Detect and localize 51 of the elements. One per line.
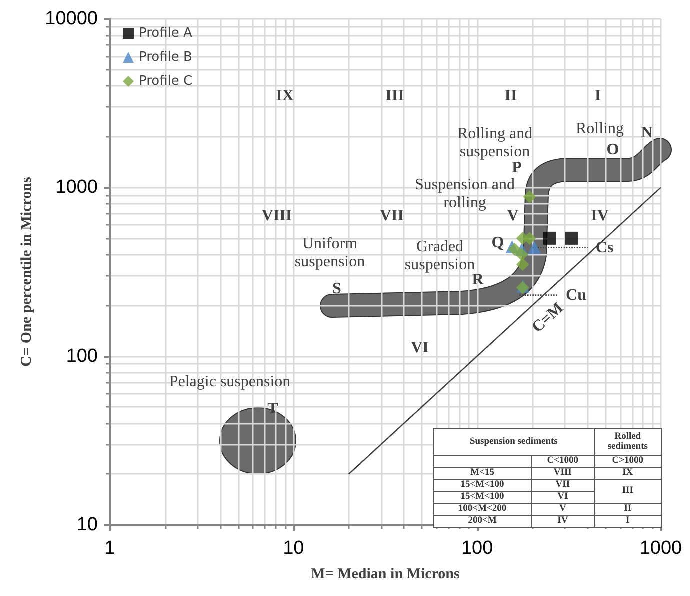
y-axis-title: C= One percentile in Microns bbox=[18, 177, 35, 367]
annotation: IV bbox=[532, 516, 594, 528]
annotation: VII bbox=[380, 208, 404, 224]
legend-label: Profile C bbox=[139, 74, 193, 89]
y-tick-label: 100 bbox=[66, 346, 98, 367]
x-axis-title: M= Median in Microns bbox=[311, 566, 460, 582]
annotation: Rolling and suspension bbox=[457, 126, 533, 160]
annotation: C>1000 bbox=[594, 456, 662, 468]
y-tick-label: 10 bbox=[76, 514, 98, 536]
annotation: IX bbox=[276, 88, 294, 104]
annotation: Uniform suspension bbox=[294, 236, 366, 270]
annotation: Q bbox=[492, 234, 504, 252]
annotation: 100<M<200 bbox=[434, 504, 532, 516]
x-tick-label: 100 bbox=[461, 538, 494, 559]
annotation: 200<M bbox=[434, 516, 532, 528]
annotation: V bbox=[532, 504, 594, 516]
annotation: VI bbox=[411, 340, 429, 356]
legend-label: Profile B bbox=[139, 50, 192, 65]
x-tick-label: 1000 bbox=[640, 538, 682, 559]
x-tick-label: 1 bbox=[104, 538, 116, 559]
legend-label: Profile A bbox=[139, 26, 193, 41]
annotation: II bbox=[504, 88, 518, 104]
y-tick-label: 1000 bbox=[56, 177, 98, 198]
y-tick-label: 10000 bbox=[45, 8, 98, 30]
x-tick-label: 10 bbox=[283, 538, 304, 559]
annotation: R bbox=[472, 272, 484, 288]
annotation: C<1000 bbox=[532, 456, 594, 468]
annotation: Graded suspension bbox=[404, 238, 476, 274]
annotation: S bbox=[332, 280, 342, 298]
annotation: P bbox=[512, 160, 522, 176]
annotation: 15<M<100 bbox=[434, 480, 532, 492]
annotation: N bbox=[641, 124, 654, 142]
annotation: 15<M<100 bbox=[434, 492, 532, 504]
annotation: III bbox=[386, 88, 404, 104]
annotation: VIII bbox=[532, 468, 594, 480]
annotation: III bbox=[594, 480, 662, 504]
annotation: I bbox=[594, 516, 662, 528]
annotation: VII bbox=[532, 480, 594, 492]
annotation: VI bbox=[532, 492, 594, 504]
annotation: IV bbox=[591, 208, 610, 224]
annotation: Cu bbox=[566, 286, 587, 304]
annotation: Suspension sediments bbox=[434, 428, 594, 456]
annotation: VIII bbox=[262, 208, 292, 224]
annotation: O bbox=[606, 142, 620, 158]
annotation: Pelagic suspension bbox=[169, 374, 291, 390]
annotation: Rolling bbox=[576, 120, 624, 138]
annotation: IX bbox=[594, 468, 662, 480]
annotation: Rolled sediments bbox=[594, 428, 662, 456]
annotation: II bbox=[594, 504, 662, 516]
annotation: I bbox=[594, 88, 602, 104]
annotation: M<15 bbox=[434, 468, 532, 480]
